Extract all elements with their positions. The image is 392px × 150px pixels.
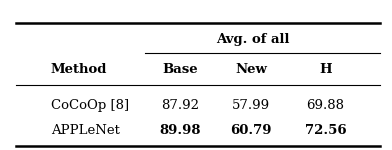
- Text: APPLeNet: APPLeNet: [51, 124, 120, 137]
- Text: 60.79: 60.79: [230, 124, 272, 137]
- Text: 72.56: 72.56: [305, 124, 346, 137]
- Text: 57.99: 57.99: [232, 99, 270, 112]
- Text: H: H: [319, 63, 332, 76]
- Text: 69.88: 69.88: [307, 99, 344, 112]
- Text: Base: Base: [163, 63, 198, 76]
- Text: 89.98: 89.98: [160, 124, 201, 137]
- Text: Method: Method: [51, 63, 107, 76]
- Text: New: New: [235, 63, 267, 76]
- Text: 87.92: 87.92: [162, 99, 199, 112]
- Text: CoCoOp [8]: CoCoOp [8]: [51, 99, 129, 112]
- Text: Avg. of all: Avg. of all: [216, 33, 290, 46]
